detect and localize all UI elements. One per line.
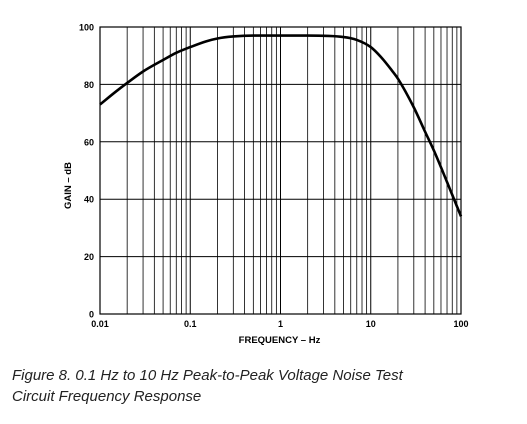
y-tick-label: 20 xyxy=(84,252,94,262)
x-tick-label: 10 xyxy=(366,319,376,329)
series-layer xyxy=(99,34,463,217)
plot-frame xyxy=(99,26,462,315)
x-tick-label: 100 xyxy=(453,319,468,329)
y-tick-label: 80 xyxy=(84,80,94,90)
x-tick-label: 0.1 xyxy=(184,319,197,329)
grid xyxy=(100,27,461,314)
tick-labels: 0.01 0.1 1 10 100 0 20 40 60 80 100 xyxy=(79,23,469,330)
y-tick-label: 100 xyxy=(79,23,94,33)
x-tick-label: 0.01 xyxy=(91,319,109,329)
x-axis-title: FREQUENCY – Hz xyxy=(239,335,321,346)
figure-caption: Figure 8. 0.1 Hz to 10 Hz Peak-to-Peak V… xyxy=(12,365,517,407)
y-tick-label: 60 xyxy=(84,137,94,147)
caption-line-1: Figure 8. 0.1 Hz to 10 Hz Peak-to-Peak V… xyxy=(12,367,403,384)
caption-line-2: Circuit Frequency Response xyxy=(12,388,202,405)
y-tick-label: 40 xyxy=(84,195,94,205)
x-tick-label: 1 xyxy=(278,319,283,329)
gain-curve xyxy=(99,34,463,217)
frequency-response-chart: 0.01 0.1 1 10 100 0 20 40 60 80 100 FREQUENCY – Hz… xyxy=(63,23,469,347)
y-axis-title: GAIN – dB xyxy=(63,162,74,209)
y-tick-label: 0 xyxy=(89,310,94,320)
